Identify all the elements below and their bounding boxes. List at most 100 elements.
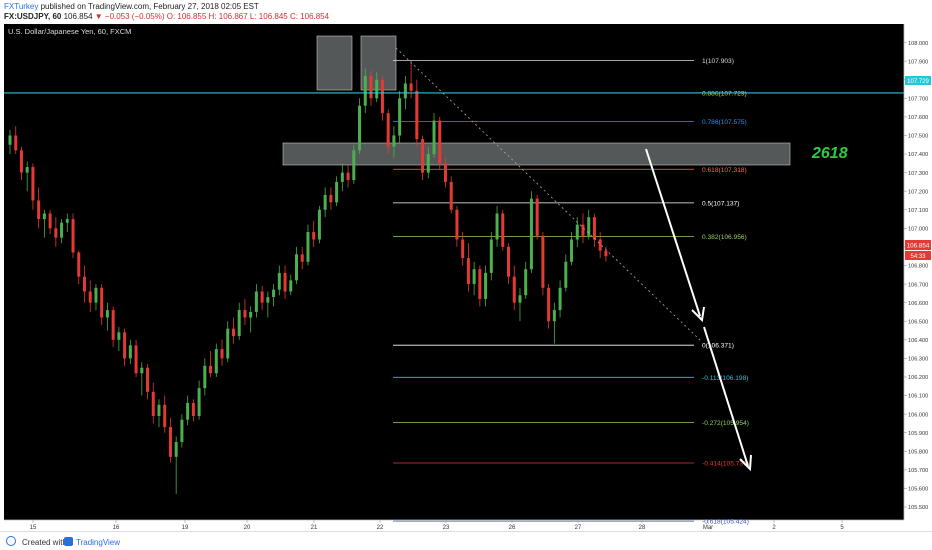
candle-body (535, 198, 539, 236)
resistance-box-1 (316, 35, 353, 91)
y-tick-label: 106.400 (908, 338, 928, 344)
tradingview-link[interactable]: TradingView (76, 538, 121, 547)
countdown-label: 54:33 (910, 254, 926, 260)
candle-body (587, 217, 591, 236)
y-tick-label: 106.200 (908, 375, 928, 381)
candle-body (82, 276, 86, 292)
candle-body (88, 291, 92, 303)
candle-body (146, 367, 150, 392)
candle-body (266, 297, 270, 303)
candle-body (272, 289, 276, 298)
candle-body (260, 291, 264, 303)
candle-body (604, 250, 608, 257)
created-with-label: Created with (22, 538, 67, 547)
y-tick-label: 107.900 (908, 59, 928, 65)
candle-body (140, 367, 144, 374)
candle-body (306, 232, 310, 262)
candle-body (94, 287, 98, 303)
candle-body (168, 427, 172, 457)
candle-body (117, 332, 121, 340)
candle-body (65, 219, 69, 223)
candle-body (524, 269, 528, 296)
candle-body (552, 310, 556, 322)
candle-body (180, 419, 184, 442)
candle-body (197, 388, 201, 416)
candle-body (598, 239, 602, 251)
candle-body (220, 349, 224, 359)
candle-body (495, 213, 499, 240)
candle-body (42, 213, 46, 220)
fib-level-label: 0.886(107.729) (702, 90, 747, 97)
candle-body (191, 402, 195, 416)
candle-body (518, 295, 522, 303)
candle-body (507, 246, 511, 277)
fib-level-label: -0.618(105.424) (702, 519, 749, 526)
candle-body (214, 349, 218, 374)
y-tick-label: 106.000 (908, 412, 928, 418)
y-tick-label: 106.600 (908, 301, 928, 307)
y-tick-label: 106.100 (908, 394, 928, 400)
candle-body (369, 76, 373, 99)
fib-level-label: -0.272(105.954) (702, 420, 749, 427)
hline-price-label: 107.729 (907, 79, 929, 85)
candle-body (323, 194, 327, 210)
candle-body (105, 310, 109, 318)
fib-level-label: 0.382(106.956) (702, 234, 747, 241)
candle-body (111, 310, 115, 340)
forecast-arrow-2 (703, 326, 752, 472)
candle-body (25, 167, 29, 173)
candle-body (100, 287, 104, 318)
candle-body (254, 291, 258, 312)
x-tick-label: 27 (575, 525, 582, 531)
candle-body (449, 181, 453, 210)
candle-body (455, 209, 459, 240)
y-tick-label: 107.600 (908, 115, 928, 121)
last-price-tag: 106.854 54:33 (905, 240, 931, 260)
candle-body (409, 83, 413, 91)
x-tick-label: 15 (30, 525, 37, 531)
candle-body (443, 163, 447, 182)
price-chart[interactable]: 1(107.903) 0.886(107.729) 0.786(107.575) 0.… (0, 22, 932, 531)
candle-body (295, 254, 298, 281)
candle-body (438, 120, 442, 164)
y-tick-label: 106.700 (908, 282, 928, 288)
y-tick-label: 107.500 (908, 134, 928, 140)
forecast-arrow-1 (645, 148, 705, 323)
candle-body (461, 239, 465, 259)
y-tick-label: 105.700 (908, 468, 928, 474)
annotation-2618: 2618 (811, 145, 848, 162)
ohlc-values: O: 106.855 H: 106.867 L: 106.845 C: 106.… (166, 12, 330, 21)
price-axis (904, 24, 932, 520)
candle-body (249, 311, 253, 318)
y-tick-label: 105.600 (908, 487, 928, 493)
y-tick-label: 106.800 (908, 264, 928, 270)
x-tick-label: 5 (840, 525, 844, 531)
symbol-label: FX:USDJPY, 60 (4, 12, 62, 21)
x-tick-label: 28 (639, 525, 646, 531)
candle-body (157, 404, 161, 416)
x-tick-label: 23 (443, 525, 450, 531)
candle-body (123, 332, 127, 359)
candle-body (570, 239, 574, 262)
candle-body (289, 280, 293, 292)
candles (8, 61, 608, 494)
y-tick-label: 106.500 (908, 319, 928, 325)
x-tick-label: 16 (113, 525, 120, 531)
y-tick-label: 108.000 (908, 41, 928, 47)
candle-body (472, 269, 476, 285)
candle-body (352, 150, 356, 181)
author-link[interactable]: FXTurkey (4, 2, 39, 11)
symbol-line: FX:USDJPY, 60 106.854 ▼ −0.053 (−0.05%) … (4, 12, 329, 22)
candle-body (380, 79, 384, 114)
candle-body (547, 287, 551, 322)
x-tick-label: Mar (703, 525, 713, 531)
candle-body (174, 441, 178, 457)
candle-body (37, 200, 41, 220)
supply-zones (282, 35, 791, 166)
resistance-box-2 (360, 35, 397, 91)
fib-level-label: 0(106.371) (702, 343, 734, 350)
x-tick-label: 19 (182, 525, 189, 531)
candle-body (77, 252, 81, 277)
x-tick-label: 21 (311, 525, 318, 531)
